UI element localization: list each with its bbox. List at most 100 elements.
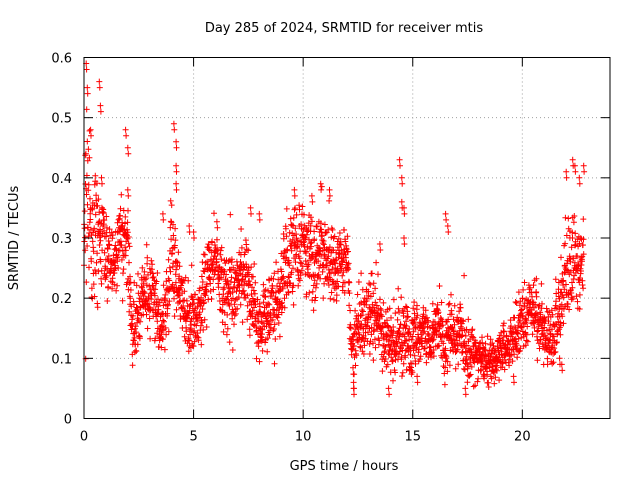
data-point bbox=[475, 375, 482, 382]
data-point bbox=[337, 241, 344, 248]
data-point bbox=[229, 315, 236, 322]
data-point bbox=[231, 312, 238, 319]
data-point bbox=[159, 336, 166, 342]
data-point bbox=[450, 316, 457, 323]
data-point bbox=[229, 289, 236, 296]
data-point bbox=[576, 306, 583, 312]
data-point bbox=[408, 336, 415, 343]
data-point bbox=[499, 337, 506, 344]
data-point bbox=[254, 296, 261, 303]
data-point bbox=[537, 336, 544, 343]
data-point bbox=[550, 333, 557, 340]
data-point bbox=[213, 258, 220, 265]
data-point bbox=[539, 300, 545, 307]
data-point bbox=[163, 331, 170, 338]
data-point bbox=[235, 294, 242, 301]
data-point bbox=[136, 335, 143, 342]
data-point bbox=[87, 195, 93, 202]
data-point bbox=[544, 355, 551, 362]
data-point bbox=[158, 330, 165, 336]
data-point bbox=[485, 384, 492, 390]
data-point bbox=[256, 210, 263, 217]
data-point bbox=[438, 299, 445, 306]
data-point bbox=[360, 351, 367, 357]
data-point bbox=[225, 281, 232, 288]
data-point bbox=[122, 247, 129, 254]
data-point bbox=[295, 282, 302, 289]
data-point bbox=[285, 289, 292, 296]
y-tick-label: 0.4 bbox=[51, 172, 72, 187]
data-point bbox=[436, 342, 443, 349]
data-point bbox=[325, 282, 332, 288]
data-point bbox=[290, 214, 297, 221]
data-point bbox=[346, 302, 353, 309]
data-point bbox=[395, 285, 402, 292]
data-point bbox=[445, 316, 452, 323]
data-point bbox=[179, 280, 186, 287]
data-point bbox=[166, 298, 173, 305]
data-point bbox=[520, 286, 527, 293]
data-point bbox=[114, 282, 121, 289]
data-point bbox=[509, 358, 516, 365]
data-point bbox=[445, 229, 452, 235]
data-point bbox=[302, 234, 309, 241]
data-point bbox=[530, 282, 537, 289]
data-point bbox=[121, 226, 128, 233]
data-point bbox=[378, 307, 385, 314]
data-point bbox=[143, 275, 150, 282]
data-point bbox=[132, 323, 139, 330]
data-point bbox=[211, 242, 218, 248]
data-point bbox=[278, 300, 285, 307]
data-point bbox=[342, 238, 349, 245]
data-point bbox=[399, 369, 406, 376]
data-point bbox=[201, 251, 208, 258]
data-point bbox=[97, 108, 104, 115]
data-point bbox=[407, 351, 414, 358]
data-point bbox=[448, 291, 454, 298]
data-point bbox=[345, 248, 351, 255]
data-point bbox=[351, 391, 357, 398]
data-point bbox=[126, 308, 133, 315]
data-point bbox=[173, 186, 180, 193]
y-tick-label: 0.3 bbox=[51, 232, 72, 247]
data-point bbox=[554, 339, 560, 346]
data-point bbox=[299, 203, 306, 210]
data-point bbox=[381, 349, 388, 356]
data-point bbox=[85, 181, 92, 188]
data-point bbox=[265, 300, 272, 307]
data-point bbox=[379, 368, 386, 375]
data-point bbox=[124, 229, 131, 236]
data-point bbox=[578, 268, 584, 274]
data-point bbox=[275, 311, 282, 318]
data-point bbox=[519, 295, 526, 302]
data-point bbox=[448, 311, 455, 318]
data-point bbox=[556, 355, 563, 362]
data-point bbox=[535, 303, 542, 310]
data-point bbox=[556, 295, 563, 302]
data-point bbox=[167, 218, 174, 225]
data-point bbox=[116, 247, 123, 254]
data-point bbox=[127, 295, 134, 302]
data-point bbox=[421, 345, 428, 352]
data-point bbox=[118, 223, 125, 230]
data-point bbox=[241, 281, 247, 288]
data-point bbox=[559, 313, 566, 320]
data-point bbox=[363, 323, 370, 330]
data-point bbox=[403, 366, 410, 373]
data-point bbox=[270, 276, 277, 282]
data-point bbox=[364, 319, 371, 326]
data-point bbox=[512, 299, 519, 305]
data-point bbox=[255, 343, 262, 350]
data-point bbox=[388, 314, 394, 321]
data-point bbox=[570, 219, 577, 226]
data-point bbox=[557, 319, 564, 326]
data-point bbox=[124, 219, 131, 226]
data-point bbox=[467, 371, 474, 378]
data-point bbox=[159, 210, 166, 217]
data-point bbox=[521, 279, 528, 286]
data-point bbox=[86, 127, 93, 134]
data-point bbox=[203, 281, 210, 288]
data-point bbox=[441, 381, 448, 388]
data-point bbox=[309, 218, 315, 225]
y-axis-label: SRMTID / TECUs bbox=[7, 186, 22, 291]
